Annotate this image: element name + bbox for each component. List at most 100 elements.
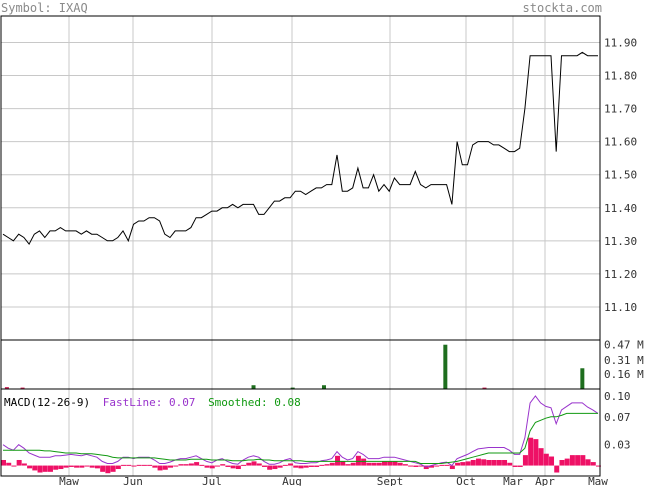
macd-hist-bar bbox=[387, 461, 393, 466]
macd-hist-bar bbox=[486, 459, 492, 466]
macd-hist-bar bbox=[16, 459, 22, 466]
macd-hist-bar bbox=[230, 465, 236, 469]
macd-hist-bar bbox=[79, 465, 85, 468]
macd-hist-bar bbox=[267, 465, 273, 470]
macd-hist-bar bbox=[298, 465, 304, 469]
macd-hist-bar bbox=[11, 465, 17, 467]
macd-hist-bar bbox=[559, 459, 565, 466]
macd-hist-bar bbox=[141, 464, 147, 466]
x-tick-label: Jun bbox=[123, 475, 143, 486]
macd-hist-bar bbox=[152, 465, 158, 468]
macd-hist-bar bbox=[162, 465, 168, 470]
macd-fastline bbox=[2, 395, 599, 468]
macd-panel-border bbox=[0, 388, 601, 477]
macd-hist-bar bbox=[444, 464, 450, 466]
macd-hist-bar bbox=[209, 465, 215, 469]
macd-hist-bar bbox=[491, 459, 497, 466]
macd-hist-bar bbox=[569, 455, 575, 466]
macd-hist-bar bbox=[204, 465, 210, 468]
macd-hist-bar bbox=[303, 465, 309, 468]
volume-bar bbox=[443, 344, 448, 389]
macd-hist-bar bbox=[439, 464, 445, 466]
macd-hist-bar bbox=[481, 459, 487, 466]
macd-hist-bar bbox=[533, 439, 539, 466]
macd-hist-bar bbox=[272, 465, 278, 470]
macd-hist-bar bbox=[392, 461, 398, 466]
macd-hist-bar bbox=[366, 462, 372, 466]
smoothed-legend: Smoothed: 0.08 bbox=[208, 396, 301, 409]
macd-hist-bar bbox=[585, 459, 591, 466]
macd-hist-bar bbox=[319, 464, 325, 466]
macd-hist-bar bbox=[105, 465, 111, 474]
x-tick-label: Maw bbox=[59, 475, 79, 486]
x-tick-label: Oct bbox=[456, 475, 476, 486]
macd-hist-bar bbox=[32, 465, 38, 471]
macd-hist-bar bbox=[517, 465, 523, 467]
macd-hist-bar bbox=[58, 465, 64, 470]
volume-bar bbox=[580, 368, 585, 389]
macd-hist-bar bbox=[27, 465, 33, 469]
macd-hist-bar bbox=[449, 465, 455, 470]
macd-hist-bar bbox=[168, 465, 174, 468]
macd-hist-bar bbox=[465, 461, 471, 466]
macd-hist-bar bbox=[371, 462, 377, 466]
macd-hist-bar bbox=[340, 461, 346, 466]
macd-hist-bar bbox=[89, 465, 95, 468]
macd-hist-bar bbox=[528, 437, 534, 466]
macd-hist-bar bbox=[549, 456, 555, 466]
x-tick-label: Aug bbox=[282, 475, 302, 486]
macd-hist-bar bbox=[345, 464, 351, 466]
macd-hist-bar bbox=[522, 455, 528, 466]
macd-hist-bar bbox=[126, 464, 132, 466]
macd-hist-bar bbox=[84, 465, 90, 467]
macd-hist-bar bbox=[543, 453, 549, 466]
macd-hist-bar bbox=[575, 455, 581, 466]
macd-hist-bar bbox=[246, 462, 252, 466]
macd-hist-bar bbox=[74, 465, 80, 468]
macd-hist-bar bbox=[47, 465, 53, 472]
macd-hist-bar bbox=[199, 464, 205, 466]
price-tick-label: 11.80 bbox=[604, 70, 637, 83]
fastline-legend: FastLine: 0.07 bbox=[102, 396, 196, 409]
macd-hist-bar bbox=[434, 465, 440, 467]
volume-bar bbox=[321, 385, 326, 389]
macd-hist-bar bbox=[554, 465, 560, 473]
macd-hist-bar bbox=[376, 462, 382, 466]
macd-hist-bar bbox=[256, 463, 262, 466]
x-tick-label: Mar bbox=[503, 475, 523, 486]
price-tick-label: 11.20 bbox=[604, 268, 637, 281]
macd-hist-bar bbox=[42, 465, 48, 472]
macd-hist-bar bbox=[538, 448, 544, 466]
macd-hist-bar bbox=[157, 465, 163, 471]
macd-legend: MACD(12-26-9) FastLine: 0.07 Smoothed: 0… bbox=[4, 396, 301, 409]
volume-tick-label: 0.47 M bbox=[604, 339, 644, 352]
macd-hist-bar bbox=[329, 462, 335, 466]
macd-hist-bar bbox=[512, 465, 518, 467]
price-tick-label: 11.60 bbox=[604, 136, 637, 149]
macd-tick-label: 0.07 bbox=[604, 411, 631, 424]
site-name[interactable]: stockta.com bbox=[522, 1, 602, 15]
macd-hist-bar bbox=[241, 464, 247, 466]
macd-hist-bar bbox=[455, 462, 461, 466]
macd-hist-bar bbox=[277, 465, 283, 468]
macd-hist-bar bbox=[335, 455, 341, 466]
macd-hist-bar bbox=[355, 455, 361, 466]
macd-hist-bar bbox=[214, 465, 220, 467]
macd-hist-bar bbox=[110, 465, 116, 472]
macd-hist-bar bbox=[261, 465, 267, 467]
macd-hist-bar bbox=[470, 459, 476, 466]
macd-hist-bar bbox=[288, 463, 294, 466]
macd-hist-bar bbox=[235, 465, 241, 470]
macd-hist-bar bbox=[178, 464, 184, 466]
price-tick-label: 11.70 bbox=[604, 103, 637, 116]
macd-hist-bar bbox=[173, 465, 179, 467]
macd-hist-bar bbox=[94, 465, 100, 469]
macd-hist-bar bbox=[382, 461, 388, 466]
macd-hist-bar bbox=[418, 465, 424, 467]
x-tick-label: Jul bbox=[202, 475, 222, 486]
macd-hist-bar bbox=[475, 458, 481, 466]
macd-hist-bar bbox=[21, 463, 27, 466]
macd-hist-bar bbox=[183, 464, 189, 466]
volume-bar bbox=[482, 387, 487, 389]
macd-hist-bar bbox=[282, 464, 288, 466]
